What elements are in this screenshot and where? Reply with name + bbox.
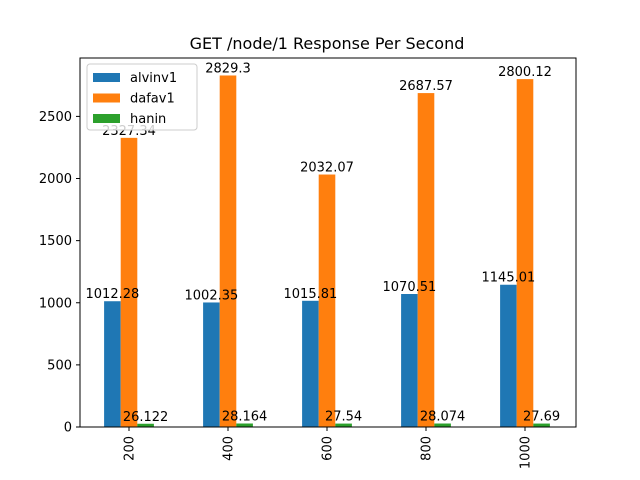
y-tick-label: 2000	[39, 172, 72, 187]
plot-frame	[79, 57, 577, 428]
bar-hanin-800	[434, 423, 451, 427]
x-tick-label: 200	[123, 436, 138, 461]
x-tick-label: 1000	[519, 436, 534, 469]
y-tick-label: 0	[64, 421, 72, 436]
y-tick-label: 2500	[39, 110, 72, 125]
data-label-hanin-1000: 27.69	[523, 410, 560, 425]
data-label-alvinv1-400: 1002.35	[185, 288, 239, 303]
data-label-alvinv1-600: 1015.81	[284, 287, 338, 302]
bar-dafav1-800	[417, 93, 435, 427]
bar-hanin-400	[236, 423, 253, 427]
data-label-hanin-800: 28.074	[420, 410, 466, 425]
bar-dafav1-200	[120, 137, 138, 427]
bars-layer	[104, 75, 550, 428]
bar-alvinv1-400	[203, 302, 220, 427]
legend-label-dafav1: dafav1	[130, 92, 175, 107]
data-label-dafav1-600: 2032.07	[300, 161, 354, 176]
legend-label-alvinv1: alvinv1	[130, 71, 177, 86]
bar-hanin-1000	[533, 423, 550, 427]
bar-hanin-600	[335, 423, 352, 427]
data-label-alvinv1-200: 1012.28	[86, 287, 140, 302]
data-label-alvinv1-800: 1070.51	[383, 280, 437, 295]
x-tick-label: 800	[420, 436, 435, 461]
legend-swatch-alvinv1	[93, 73, 120, 82]
data-label-alvinv1-1000: 1145.01	[482, 271, 536, 286]
data-label-dafav1-1000: 2800.12	[498, 65, 552, 80]
bar-dafav1-400	[219, 75, 237, 427]
bar-alvinv1-600	[302, 300, 319, 427]
legend-swatch-hanin	[93, 114, 120, 123]
bar-alvinv1-200	[104, 301, 121, 427]
data-labels-layer: 1012.28 1002.35 1015.81 1070.511145.012327.…	[86, 61, 561, 424]
y-tick-label: 500	[47, 358, 72, 373]
data-label-hanin-200: 26.122	[123, 410, 169, 425]
bar-alvinv1-800	[401, 294, 418, 427]
x-tick-label: 600	[321, 436, 336, 461]
legend: alvinv1 dafav1 hanin	[86, 63, 198, 131]
bar-dafav1-1000	[516, 79, 534, 428]
bar-hanin-200	[137, 423, 154, 427]
y-axis: 0 500 1000 1500 2000 2500	[39, 110, 80, 436]
x-tick-label: 400	[222, 436, 237, 461]
chart-title: GET /node/1 Response Per Second	[190, 34, 465, 53]
data-label-dafav1-800: 2687.57	[399, 79, 453, 94]
legend-swatch-dafav1	[93, 93, 120, 103]
y-tick-label: 1000	[39, 296, 72, 311]
data-label-dafav1-400: 2829.3	[205, 61, 251, 76]
legend-label-hanin: hanin	[130, 112, 166, 127]
data-label-hanin-400: 28.164	[222, 410, 268, 425]
y-tick-label: 1500	[39, 234, 72, 249]
bar-alvinv1-1000	[500, 284, 517, 427]
bar-dafav1-600	[318, 174, 336, 427]
data-label-hanin-600: 27.54	[325, 410, 362, 425]
x-axis: 200 400 600 800 1000	[123, 427, 534, 469]
